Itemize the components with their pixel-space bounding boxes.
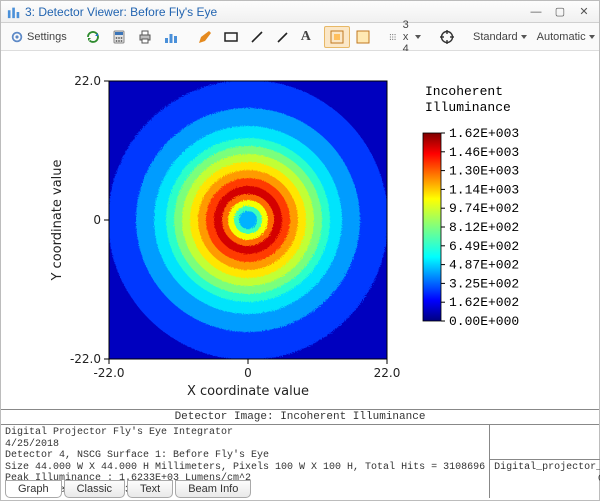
line2-tool-button[interactable]: [244, 26, 270, 48]
tab-classic[interactable]: Classic: [64, 480, 125, 498]
svg-text:22.0: 22.0: [374, 366, 401, 380]
svg-text:1.46E+003: 1.46E+003: [449, 145, 519, 160]
refresh-icon: [85, 29, 101, 45]
arrow-tool-button[interactable]: [270, 26, 296, 48]
standard-button[interactable]: Standard: [468, 26, 532, 48]
tabs-bar: GraphClassicTextBeam Info: [5, 480, 253, 498]
target-icon: [439, 29, 455, 45]
automatic-button[interactable]: Automatic: [532, 26, 600, 48]
line-tool-button[interactable]: [192, 26, 218, 48]
arrow-icon: [275, 29, 291, 45]
chevron-down-icon: [589, 35, 595, 39]
svg-text:Incoherent: Incoherent: [425, 84, 503, 99]
toggle1-button[interactable]: [324, 26, 350, 48]
svg-text:-22.0: -22.0: [70, 352, 101, 366]
svg-text:X coordinate value: X coordinate value: [187, 384, 309, 399]
svg-text:-22.0: -22.0: [93, 366, 124, 380]
tab-graph[interactable]: Graph: [5, 480, 62, 498]
titlebar: 3: Detector Viewer: Before Fly's Eye — ▢…: [1, 1, 599, 23]
line-icon: [249, 29, 265, 45]
target-button[interactable]: [434, 26, 460, 48]
chevron-down-icon: [521, 35, 527, 39]
rect-tool-button[interactable]: [218, 26, 244, 48]
grid-icon: [389, 30, 396, 44]
svg-text:1.62E+003: 1.62E+003: [449, 126, 519, 141]
svg-text:9.74E+002: 9.74E+002: [449, 201, 519, 216]
pencil-icon: [197, 29, 213, 45]
window-title: 3: Detector Viewer: Before Fly's Eye: [25, 5, 525, 19]
minimize-button[interactable]: —: [525, 4, 547, 20]
svg-text:Y coordinate value: Y coordinate value: [50, 159, 65, 281]
maximize-button[interactable]: ▢: [549, 4, 571, 20]
settings-button[interactable]: Settings: [5, 26, 72, 48]
text-icon: A: [301, 29, 311, 45]
chart-button[interactable]: [158, 26, 184, 48]
toolbar: Settings A 3 x 4 Standard Automatic ?: [1, 23, 599, 51]
calculator-icon: [111, 29, 127, 45]
gear-icon: [10, 30, 24, 44]
rect-icon: [223, 29, 239, 45]
toggle2-button[interactable]: [350, 26, 376, 48]
svg-text:8.12E+002: 8.12E+002: [449, 220, 519, 235]
svg-text:4.87E+002: 4.87E+002: [449, 258, 519, 273]
settings-label: Settings: [27, 31, 67, 43]
text-tool-button[interactable]: A: [296, 26, 316, 48]
bar-chart-icon: [163, 29, 179, 45]
plot-area[interactable]: -22.0 0 22.0 -22.0 0 22.0 X coordinate value Y …: [1, 51, 599, 403]
grid-size-button[interactable]: 3 x 4: [384, 26, 426, 48]
print-icon: [137, 29, 153, 45]
grid-size-label: 3 x 4: [399, 19, 412, 55]
close-button[interactable]: ✕: [573, 4, 595, 20]
chevron-down-icon: [415, 35, 421, 39]
window-controls: — ▢ ✕: [525, 4, 595, 20]
svg-text:6.49E+002: 6.49E+002: [449, 239, 519, 254]
heatmap-plot: -22.0 0 22.0 -22.0 0 22.0 X coordinate value Y …: [1, 51, 599, 403]
svg-text:1.14E+003: 1.14E+003: [449, 182, 519, 197]
svg-text:Illuminance: Illuminance: [425, 100, 511, 115]
svg-text:0: 0: [244, 366, 252, 380]
calc-button[interactable]: [106, 26, 132, 48]
footer-title: Detector Image: Incoherent Illuminance: [1, 410, 599, 425]
svg-text:1.30E+003: 1.30E+003: [449, 164, 519, 179]
print-button[interactable]: [132, 26, 158, 48]
standard-label: Standard: [473, 31, 518, 43]
footer-right: Digital_projector_flys_eye_homogenizer.z…: [490, 425, 600, 498]
automatic-label: Automatic: [537, 31, 586, 43]
svg-text:3.25E+002: 3.25E+002: [449, 276, 519, 291]
tab-beam-info[interactable]: Beam Info: [175, 480, 251, 498]
svg-text:22.0: 22.0: [74, 74, 101, 88]
svg-text:0.00E+000: 0.00E+000: [449, 314, 519, 329]
refresh-button[interactable]: [80, 26, 106, 48]
svg-text:0: 0: [93, 213, 101, 227]
footer-right-text: Digital_projector_flys_eye_homogenizer.z…: [490, 460, 600, 498]
app-icon: [7, 5, 21, 19]
svg-text:1.62E+002: 1.62E+002: [449, 295, 519, 310]
tab-text[interactable]: Text: [127, 480, 173, 498]
grid-snap-icon: [329, 29, 345, 45]
fill-icon: [355, 29, 371, 45]
